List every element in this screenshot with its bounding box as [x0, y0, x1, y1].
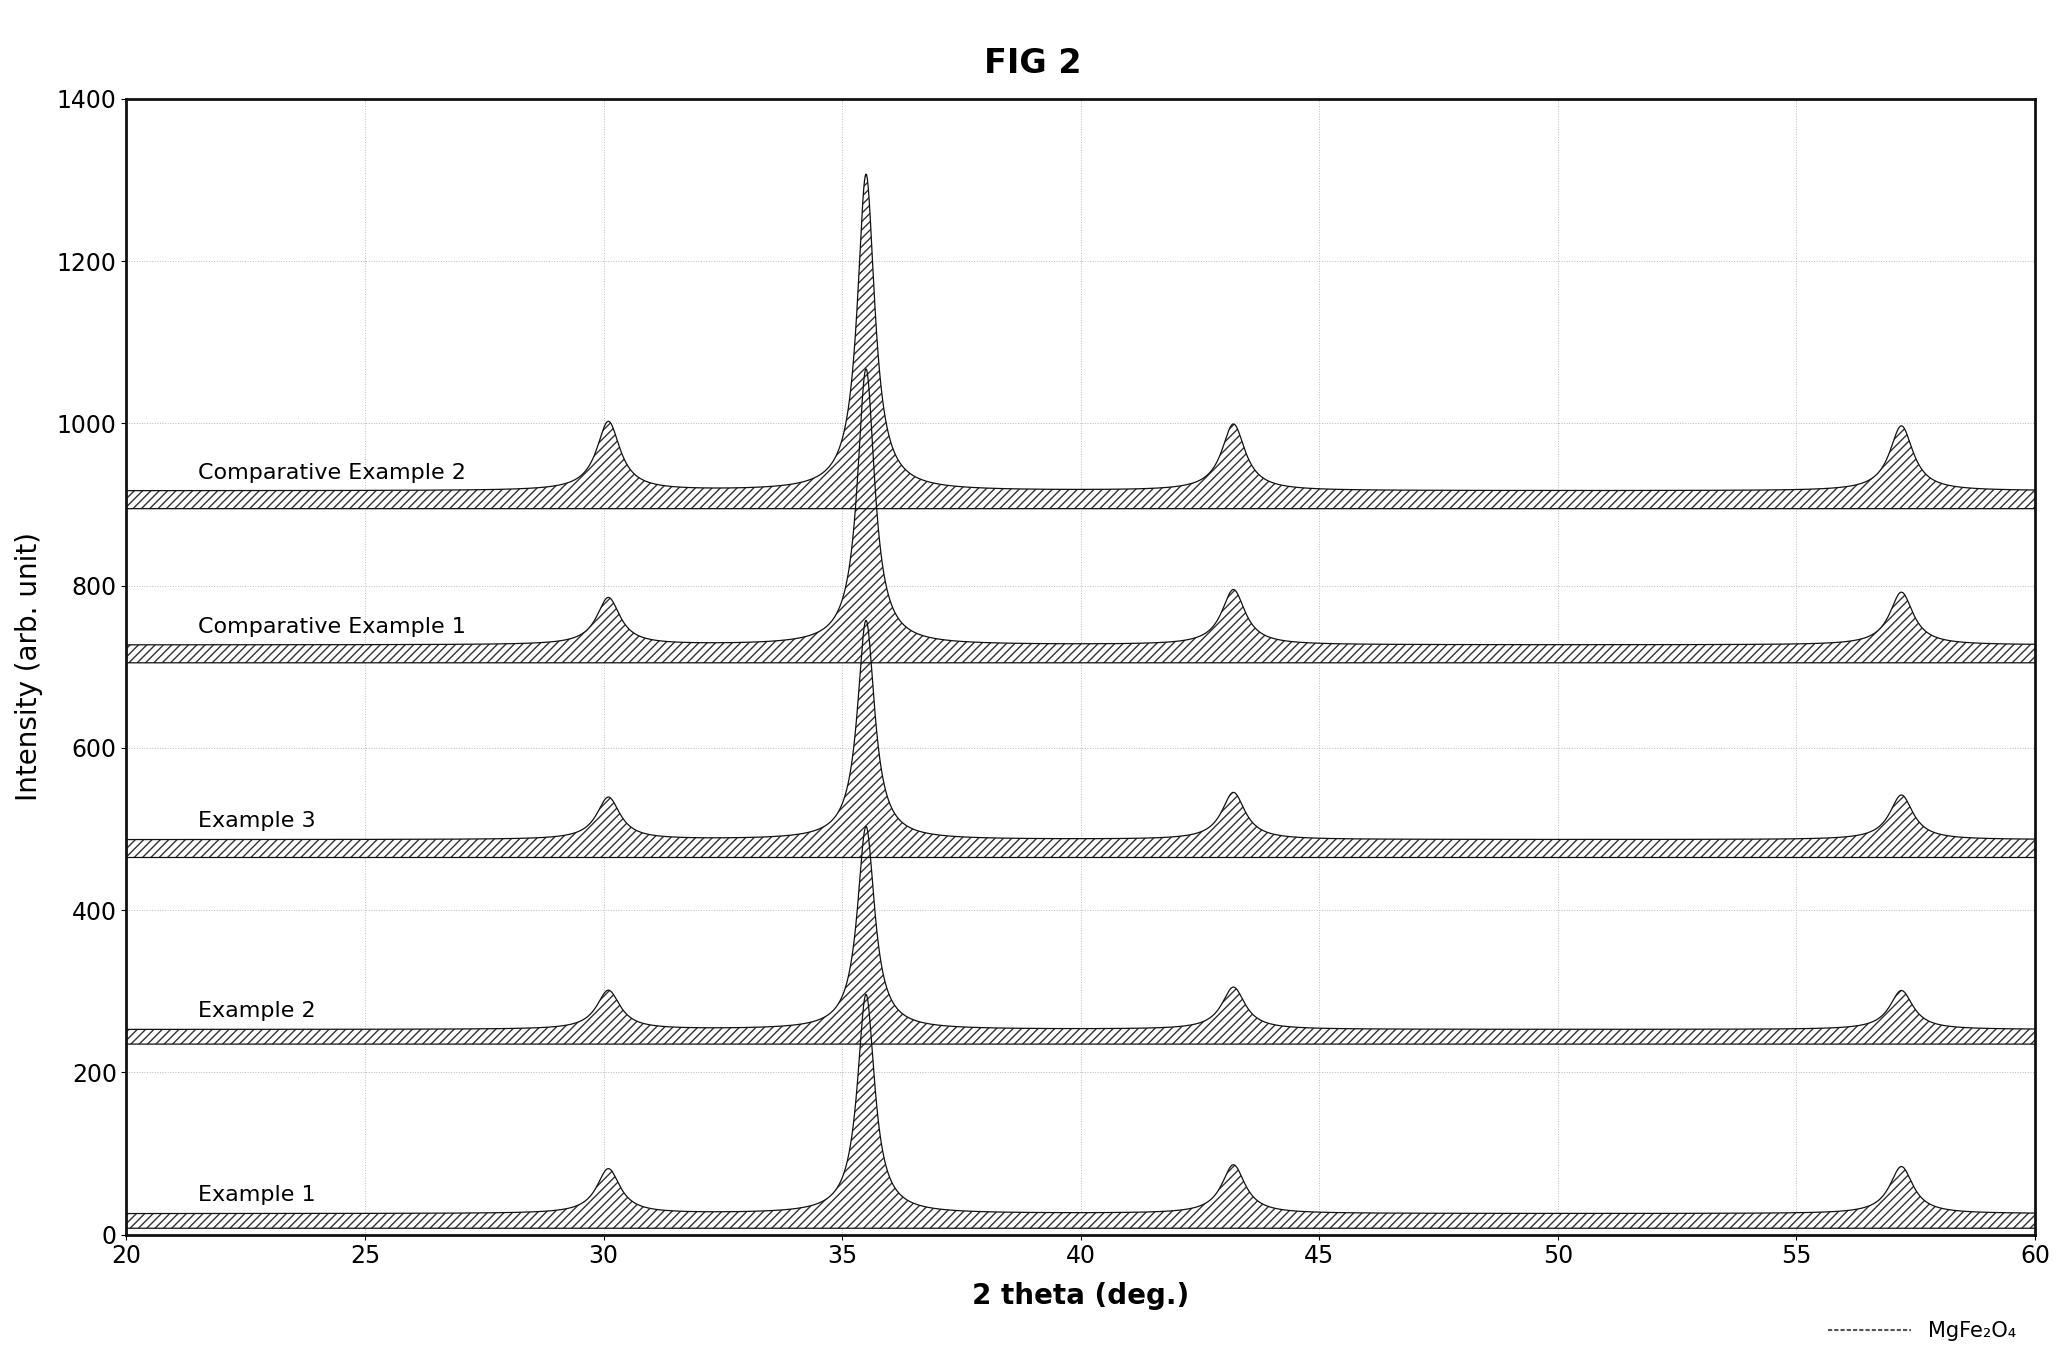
- Text: Example 2: Example 2: [198, 1002, 316, 1021]
- Text: Example 1: Example 1: [198, 1186, 316, 1205]
- Text: Example 3: Example 3: [198, 811, 316, 831]
- Text: Comparative Example 1: Comparative Example 1: [198, 617, 467, 636]
- X-axis label: 2 theta (deg.): 2 theta (deg.): [973, 1282, 1189, 1311]
- Y-axis label: Intensity (arb. unit): Intensity (arb. unit): [14, 532, 43, 802]
- Text: Comparative Example 2: Comparative Example 2: [198, 463, 467, 482]
- Legend: MgFe₂O₄: MgFe₂O₄: [1819, 1312, 2024, 1349]
- Text: FIG 2: FIG 2: [983, 47, 1082, 80]
